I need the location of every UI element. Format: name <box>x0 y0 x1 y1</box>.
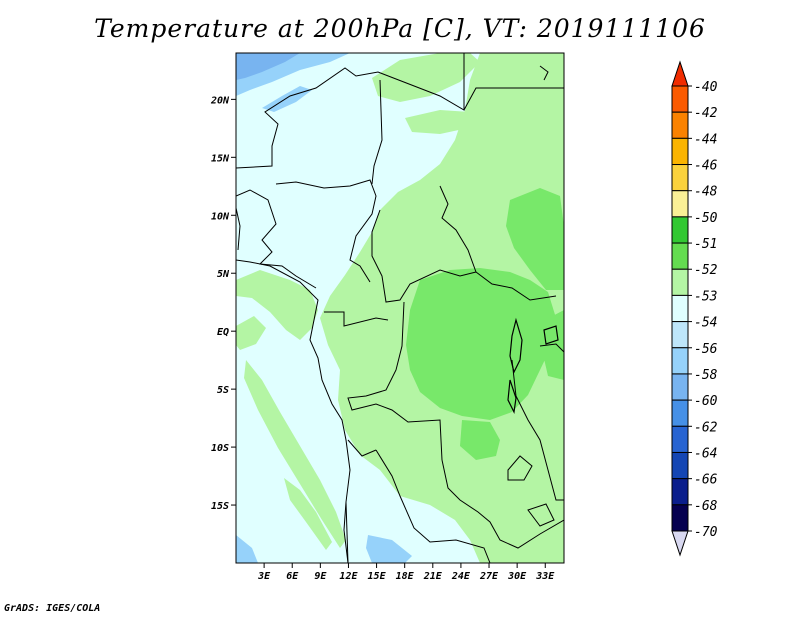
x-axis-ticks: 3E 6E 9E 12E 15E 18E 21E 24E 27E 30E 33E <box>257 563 555 582</box>
y-tick-label: EQ <box>217 327 229 338</box>
legend-swatch <box>671 373 689 401</box>
warm-core-central <box>406 268 556 420</box>
legend-swatch <box>671 478 689 506</box>
legend-label: -58 <box>694 368 718 383</box>
legend-swatch <box>671 504 689 532</box>
legend-swatch <box>671 242 689 270</box>
color-legend: -40 -42 -44 -46 -48 -50 -51 -52 -53 -54 -56 -58 -60 -… <box>671 60 718 557</box>
y-tick-label: 10S <box>211 443 229 454</box>
y-tick-label: 20N <box>210 95 230 106</box>
legend-label: -56 <box>694 342 718 357</box>
legend-label: -40 <box>694 80 718 95</box>
legend-label: -53 <box>694 289 717 304</box>
legend-swatch <box>671 85 689 113</box>
coastline <box>236 259 351 563</box>
lakes <box>507 317 559 414</box>
legend-label: -70 <box>694 525 718 540</box>
legend-swatch <box>671 268 689 296</box>
legend-swatch <box>671 294 689 323</box>
warm-core-east <box>542 310 564 380</box>
map-frame <box>235 52 565 564</box>
legend-swatch <box>671 164 689 192</box>
legend-label: -44 <box>694 132 717 147</box>
y-tick-label: 5N <box>217 269 230 280</box>
y-tick-label: 5S <box>217 385 229 396</box>
legend-swatch <box>671 321 689 349</box>
legend-label: -62 <box>694 420 718 435</box>
cold-area-south <box>366 535 412 563</box>
x-tick-label: 24E <box>451 571 471 582</box>
x-tick-label: 18E <box>396 571 415 582</box>
x-tick-label: 27E <box>479 571 499 582</box>
warm-ribbon-coast <box>236 270 318 340</box>
cold-area-southwest <box>236 535 258 563</box>
legend-swatch <box>671 399 689 427</box>
legend-swatch-bottom <box>671 530 689 557</box>
legend-swatch <box>671 216 689 244</box>
map-title: Temperature at 200hPa [C], VT: 201911110… <box>94 14 706 43</box>
warm-patch-west <box>236 316 266 350</box>
y-tick-label: 15N <box>211 153 230 164</box>
legend-label: -51 <box>694 237 717 252</box>
country-borders <box>236 53 564 563</box>
warm-core-south <box>460 420 500 460</box>
x-tick-label: 12E <box>339 571 358 582</box>
y-tick-label: 15S <box>211 501 229 512</box>
y-tick-label: 10N <box>211 211 230 222</box>
warm-ribbon-southwest-1 <box>244 360 346 548</box>
legend-label: -54 <box>694 316 717 331</box>
warm-core-northeast <box>506 188 564 290</box>
x-tick-label: 15E <box>368 571 387 582</box>
warm-band-north-2 <box>405 110 470 134</box>
legend-label: -42 <box>694 106 718 121</box>
y-axis-ticks: 20N 15N 10N 5N EQ 5S 10S 15S <box>210 95 236 512</box>
legend-swatch <box>671 451 689 480</box>
x-tick-label: 9E <box>314 571 327 582</box>
legend-swatch <box>671 190 689 218</box>
footer-credit: GrADS: IGES/COLA <box>4 603 101 614</box>
x-tick-label: 33E <box>535 571 555 582</box>
legend-label: -48 <box>694 185 718 200</box>
legend-label: -64 <box>694 446 717 461</box>
x-tick-label: 6E <box>286 571 299 582</box>
x-tick-label: 30E <box>507 571 527 582</box>
legend-label: -60 <box>694 394 718 409</box>
legend-label: -68 <box>694 499 718 514</box>
legend-label: -52 <box>694 263 718 278</box>
legend-swatch-top <box>671 60 689 87</box>
warm-ribbon-southwest-2 <box>284 478 332 550</box>
cold-core-northwest <box>236 53 300 80</box>
legend-swatch <box>671 425 689 453</box>
legend-label: -46 <box>694 159 718 174</box>
x-tick-label: 21E <box>423 571 443 582</box>
legend-swatch <box>671 347 689 375</box>
x-tick-label: 3E <box>257 571 271 582</box>
legend-label: -66 <box>694 473 718 488</box>
legend-label: -50 <box>694 211 718 226</box>
legend-swatch <box>671 111 689 139</box>
warm-band-north <box>372 53 480 102</box>
legend-swatch <box>671 137 689 166</box>
